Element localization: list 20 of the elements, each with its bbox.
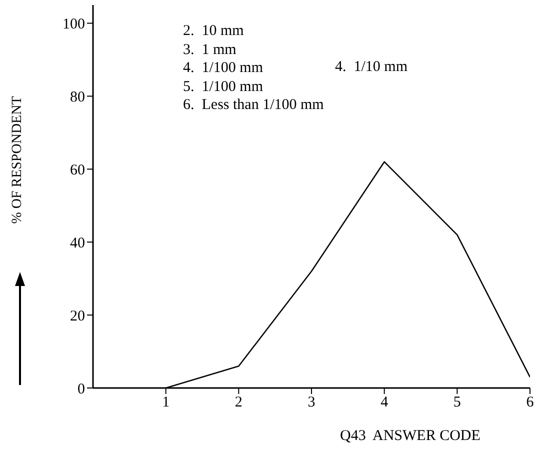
annotation: 3. 1 mm <box>183 40 238 59</box>
annotation: 4. 1/10 mm <box>335 59 408 76</box>
y-tick-label: 60 <box>70 162 85 178</box>
annotation: 4. 1/100 mm <box>183 59 264 78</box>
x-tick-label: 5 <box>453 394 461 411</box>
y-tick-label: 80 <box>70 90 85 106</box>
annotation: 6. Less than 1/100 mm <box>183 96 324 114</box>
annotation: 5. 1/100 mm <box>183 78 264 96</box>
x-tick-label: 3 <box>308 394 316 411</box>
x-tick-label: 4 <box>380 394 389 411</box>
x-tick-label: 6 <box>526 394 534 411</box>
annotation: 2. 10 mm <box>183 22 245 40</box>
x-tick-label: 1 <box>162 394 170 411</box>
y-tick-label: 100 <box>62 16 85 33</box>
x-tick-label: 2 <box>234 394 242 411</box>
y-tick-label: 0 <box>78 381 85 398</box>
x-axis-title: Q43 ANSWER CODE <box>340 428 480 445</box>
y-tick-label: 40 <box>70 235 85 252</box>
y-tick-label: 20 <box>70 308 85 324</box>
y-axis-title: % OF RESPONDENT <box>10 95 26 226</box>
